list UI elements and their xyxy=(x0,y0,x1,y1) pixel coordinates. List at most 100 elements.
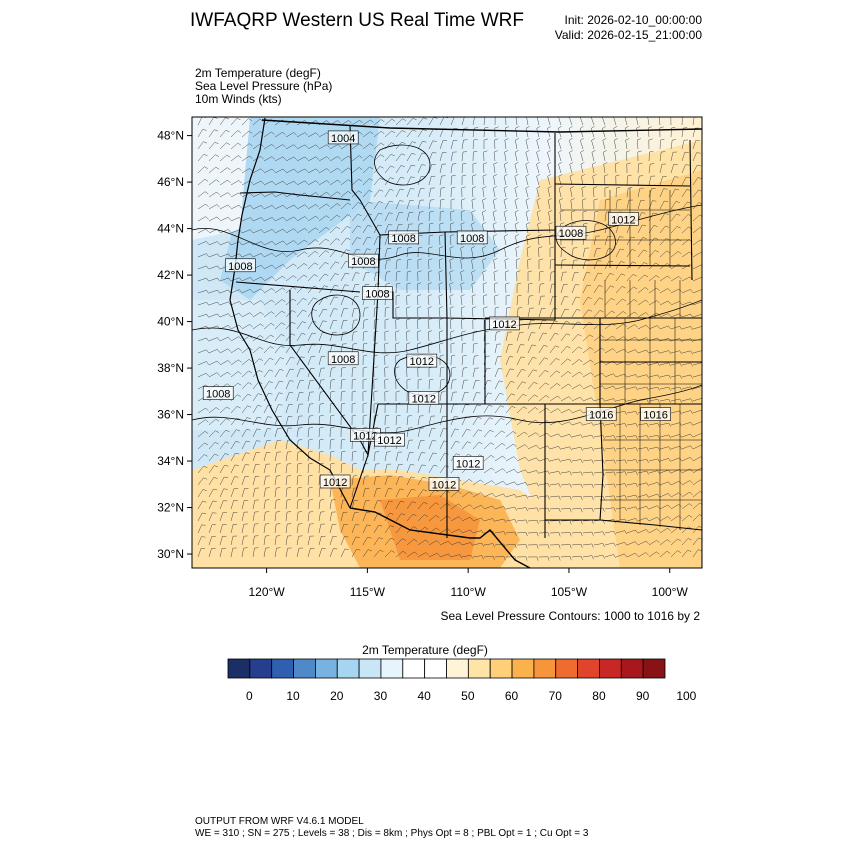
colorbar-swatch xyxy=(642,658,666,679)
svg-text:1016: 1016 xyxy=(589,410,613,422)
colorbar-swatch xyxy=(555,658,579,679)
colorbar-swatch xyxy=(533,658,557,679)
lon-tick-label: 105°W xyxy=(551,585,588,599)
us-mexico-border xyxy=(349,507,531,568)
colorbar-label: 40 xyxy=(417,689,431,703)
contour-label-layer: 1004 1008 1008 1008 1008 1008 1012 1008 1012 1008… xyxy=(202,130,671,491)
contour-label: 1008 xyxy=(327,351,359,366)
colorbar-label: 50 xyxy=(461,689,475,703)
lat-tick-label: 42°N xyxy=(157,268,184,282)
colorbar-swatch xyxy=(599,658,622,679)
colorbar-title: 2m Temperature (degF) xyxy=(362,643,488,657)
colorbar-swatch xyxy=(293,658,316,679)
contour-label: 1012 xyxy=(319,474,351,489)
svg-text:1012: 1012 xyxy=(611,214,635,226)
model-footer-line-2: WE = 310 ; SN = 275 ; Levels = 38 ; Dis … xyxy=(195,828,589,839)
contour-label: 1012 xyxy=(489,316,520,331)
colorbar-label: 60 xyxy=(505,689,519,703)
colorbar-label: 80 xyxy=(592,689,606,703)
colorbar-label: 30 xyxy=(374,689,388,703)
plains-warmer-region xyxy=(580,170,702,568)
lat-tick-label: 40°N xyxy=(157,315,184,329)
svg-text:1008: 1008 xyxy=(206,389,230,401)
svg-text:1012: 1012 xyxy=(432,479,456,491)
lon-tick-label: 120°W xyxy=(249,585,286,599)
field-label-winds: 10m Winds (kts) xyxy=(195,92,282,106)
contour-label: 1004 xyxy=(327,130,359,145)
colorbar-swatch xyxy=(446,658,469,679)
contour-label: 1012 xyxy=(406,353,438,368)
lat-tick-label: 46°N xyxy=(157,175,184,189)
colorbar-swatch xyxy=(336,658,360,679)
svg-text:1012: 1012 xyxy=(456,458,480,470)
colorbar-swatch xyxy=(467,658,491,679)
init-time: Init: 2026-02-10_00:00:00 xyxy=(564,13,702,27)
lon-tick-label: 115°W xyxy=(350,585,386,599)
lat-tick-label: 36°N xyxy=(157,408,184,422)
ocean-north-region xyxy=(192,117,250,240)
svg-text:1008: 1008 xyxy=(559,228,583,240)
colorbar-swatch xyxy=(227,658,251,679)
colorbar-label: 0 xyxy=(246,689,253,703)
dakotas-border xyxy=(554,139,693,281)
contour-label: 1008 xyxy=(348,253,379,268)
lon-tick-label: 100°W xyxy=(652,585,689,599)
svg-text:1012: 1012 xyxy=(323,477,347,489)
northwest-cool-region xyxy=(220,117,380,300)
svg-text:1012: 1012 xyxy=(492,319,516,331)
contour-label: 1016 xyxy=(640,407,671,422)
lon-tick-label: 110°W xyxy=(451,585,487,599)
model-footer-line-1: OUTPUT FROM WRF V4.6.1 MODEL xyxy=(195,816,364,827)
colorbar-swatch xyxy=(314,658,338,679)
colorbar-label: 100 xyxy=(676,689,696,703)
temperature-colorbar: 0 10 20 30 40 50 60 70 80 90 100 xyxy=(227,658,697,703)
svg-text:1012: 1012 xyxy=(353,430,377,442)
svg-text:1008: 1008 xyxy=(365,289,389,301)
contour-label: 1012 xyxy=(452,456,484,470)
washington-oregon-border xyxy=(239,191,351,201)
contour-label: 1008 xyxy=(555,225,587,240)
page-title: IWFAQRP Western US Real Time WRF xyxy=(190,10,524,31)
colorbar-swatch xyxy=(577,658,600,679)
svg-text:1012: 1012 xyxy=(410,356,434,368)
lat-tick-label: 48°N xyxy=(157,129,184,143)
colorbar-swatch xyxy=(358,658,382,679)
colorbar-label: 70 xyxy=(549,689,563,703)
nebraska-kansas-border xyxy=(600,317,702,568)
contour-label: 1008 xyxy=(202,386,234,401)
contour-label: 1008 xyxy=(456,230,488,245)
colorbar-swatch xyxy=(402,658,426,679)
oregon-california-border xyxy=(235,281,361,293)
us-canada-border xyxy=(261,119,702,133)
contour-label: 1012 xyxy=(608,211,639,226)
colorbar-swatch xyxy=(511,658,535,679)
svg-text:1012: 1012 xyxy=(412,393,436,405)
valid-time: Valid: 2026-02-15_21:00:00 xyxy=(554,28,702,42)
colorbar-swatch xyxy=(424,658,447,679)
contour-label: 1012 xyxy=(428,477,460,491)
colorbar-label: 20 xyxy=(330,689,344,703)
colorbar-swatch xyxy=(249,658,273,679)
colorbar-label: 10 xyxy=(286,689,300,703)
idaho-border xyxy=(349,124,381,293)
colorbar-swatch xyxy=(489,658,513,679)
contour-label: 1012 xyxy=(374,432,405,447)
oklahoma-texas-border xyxy=(545,403,702,531)
pacific-coastline xyxy=(229,117,351,509)
lat-tick-label: 44°N xyxy=(157,222,184,236)
lat-tick-label: 38°N xyxy=(157,361,184,375)
contour-label: 1012 xyxy=(408,390,440,405)
latitude-axis: 48°N 46°N 44°N 42°N 40°N 38°N 36°N 34°N 32°N 30°N xyxy=(157,129,192,561)
map-frame xyxy=(191,116,703,569)
contour-label: 1008 xyxy=(362,286,393,301)
colorbar-swatch xyxy=(271,658,294,679)
svg-text:1008: 1008 xyxy=(460,233,484,245)
colorbar-swatch xyxy=(620,658,644,679)
contour-label: 1008 xyxy=(225,258,256,273)
svg-text:1008: 1008 xyxy=(228,261,252,273)
contour-label: 1008 xyxy=(388,230,419,245)
contour-label: 1012 xyxy=(350,428,381,442)
contour-note: Sea Level Pressure Contours: 1000 to 101… xyxy=(440,609,701,623)
svg-text:1008: 1008 xyxy=(391,233,415,245)
